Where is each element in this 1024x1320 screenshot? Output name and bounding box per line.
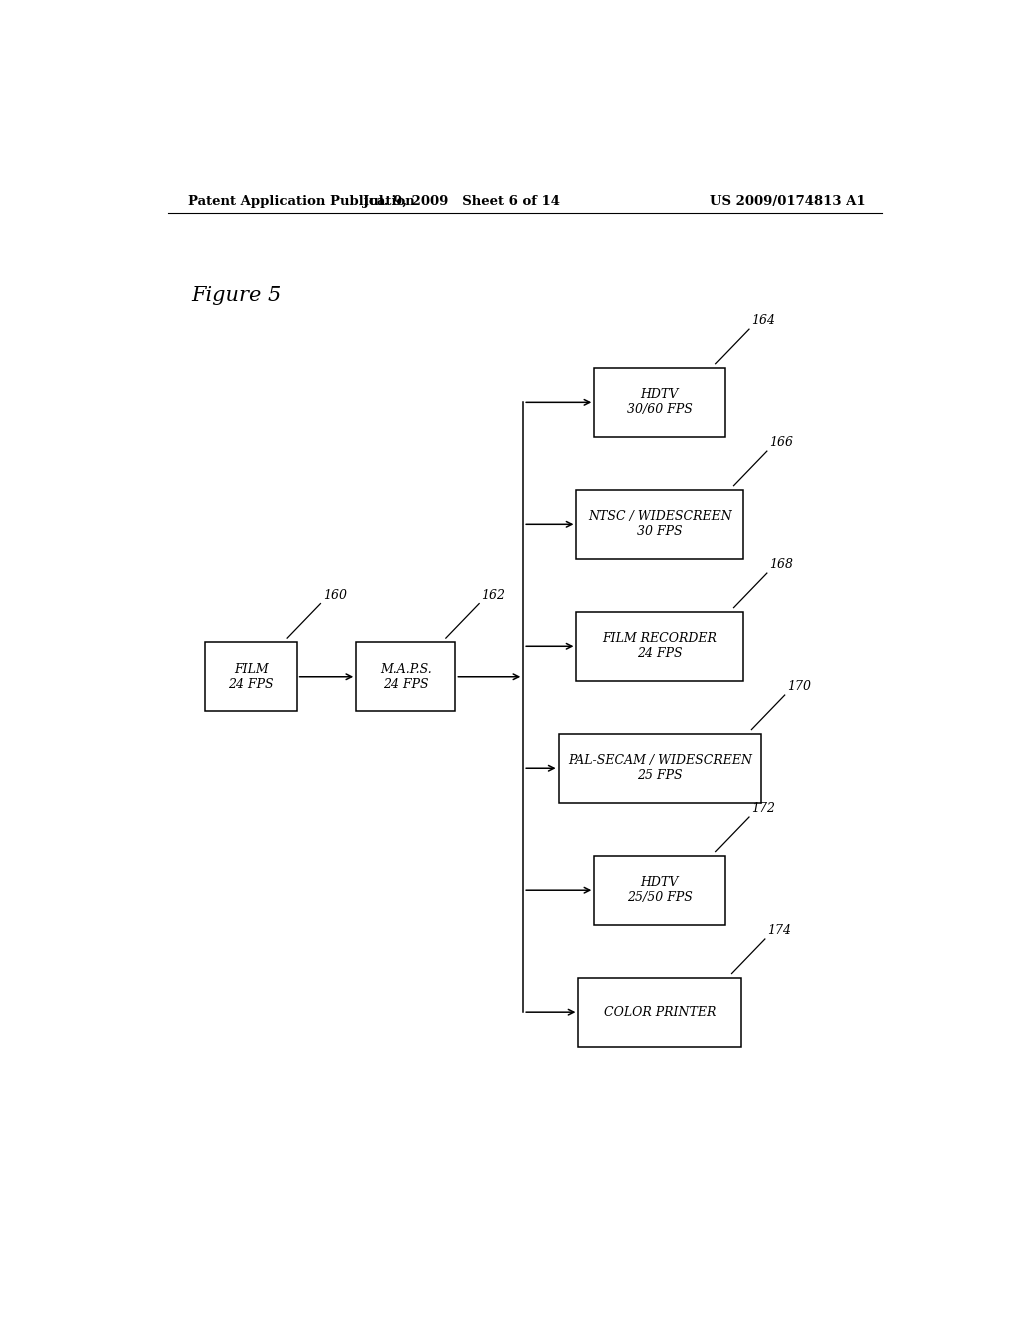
Text: FILM RECORDER
24 FPS: FILM RECORDER 24 FPS (602, 632, 717, 660)
Text: 174: 174 (767, 924, 792, 937)
FancyBboxPatch shape (594, 368, 725, 437)
Text: M.A.P.S.
24 FPS: M.A.P.S. 24 FPS (380, 663, 432, 690)
Text: Patent Application Publication: Patent Application Publication (187, 194, 415, 207)
Text: PAL-SECAM / WIDESCREEN
25 FPS: PAL-SECAM / WIDESCREEN 25 FPS (567, 754, 752, 783)
Text: 160: 160 (323, 589, 347, 602)
Text: FILM
24 FPS: FILM 24 FPS (228, 663, 273, 690)
FancyBboxPatch shape (558, 734, 761, 803)
Text: 164: 164 (752, 314, 775, 327)
Text: Jul. 9, 2009   Sheet 6 of 14: Jul. 9, 2009 Sheet 6 of 14 (362, 194, 560, 207)
FancyBboxPatch shape (206, 643, 297, 711)
Text: 172: 172 (752, 803, 775, 814)
FancyBboxPatch shape (356, 643, 456, 711)
FancyBboxPatch shape (577, 490, 743, 558)
Text: COLOR PRINTER: COLOR PRINTER (603, 1006, 716, 1019)
Text: 166: 166 (769, 436, 794, 449)
Text: 168: 168 (769, 558, 794, 572)
FancyBboxPatch shape (579, 978, 741, 1047)
Text: NTSC / WIDESCREEN
30 FPS: NTSC / WIDESCREEN 30 FPS (588, 511, 731, 539)
Text: HDTV
25/50 FPS: HDTV 25/50 FPS (627, 876, 692, 904)
Text: US 2009/0174813 A1: US 2009/0174813 A1 (711, 194, 866, 207)
FancyBboxPatch shape (577, 611, 743, 681)
Text: HDTV
30/60 FPS: HDTV 30/60 FPS (627, 388, 692, 416)
Text: 170: 170 (787, 680, 811, 693)
FancyBboxPatch shape (594, 855, 725, 925)
Text: Figure 5: Figure 5 (191, 286, 282, 305)
Text: 162: 162 (481, 589, 506, 602)
